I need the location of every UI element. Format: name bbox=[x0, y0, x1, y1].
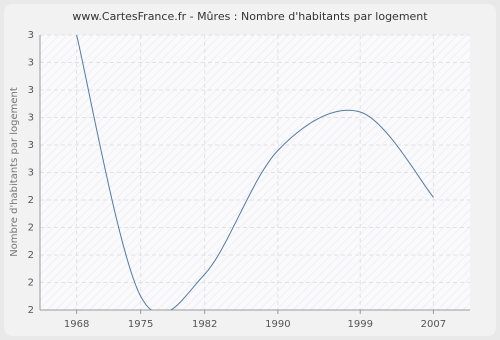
chart-title: www.CartesFrance.fr - Mûres : Nombre d'h… bbox=[72, 10, 428, 23]
y-tick-label: 2 bbox=[28, 278, 34, 289]
y-tick-label: 3 bbox=[28, 85, 34, 96]
x-tick-label: 1968 bbox=[64, 319, 89, 330]
y-tick-label: 3 bbox=[28, 140, 34, 151]
x-tick-label: 1982 bbox=[192, 319, 217, 330]
x-tick-label: 1975 bbox=[128, 319, 153, 330]
y-tick-label: 3 bbox=[28, 113, 34, 124]
y-tick-label: 2 bbox=[28, 250, 34, 261]
x-tick-label: 1990 bbox=[265, 319, 290, 330]
y-tick-label: 3 bbox=[28, 168, 34, 179]
y-tick-label: 3 bbox=[28, 30, 34, 41]
y-tick-label: 3 bbox=[28, 58, 34, 69]
y-tick-label: 2 bbox=[28, 305, 34, 316]
y-tick-label: 2 bbox=[28, 195, 34, 206]
x-tick-label: 1999 bbox=[347, 319, 372, 330]
y-axis-label: Nombre d'habitants par logement bbox=[9, 87, 20, 257]
x-tick-label: 2007 bbox=[421, 319, 446, 330]
line-series bbox=[76, 35, 434, 310]
y-tick-label: 2 bbox=[28, 223, 34, 234]
